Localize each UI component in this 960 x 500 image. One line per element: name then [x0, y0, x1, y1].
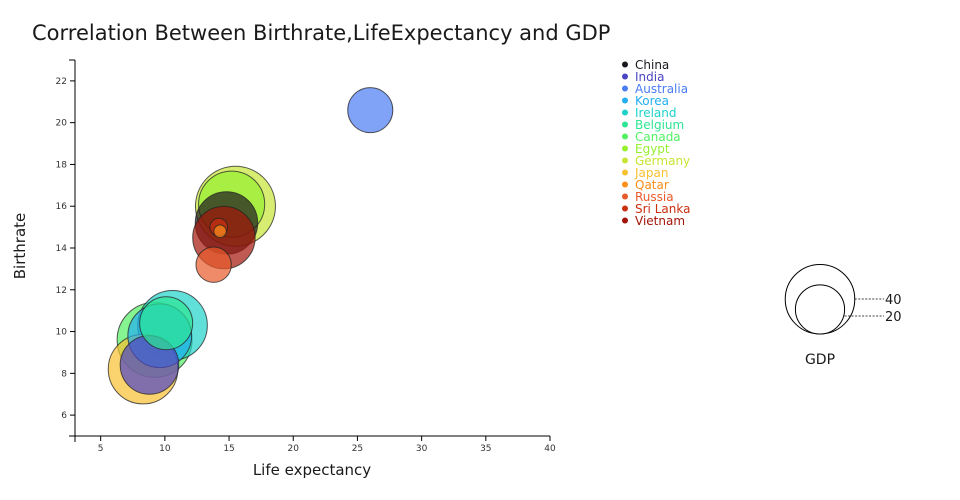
legend-label: Sri Lanka: [635, 202, 690, 216]
y-axis-title: Birthrate: [11, 213, 29, 279]
legend-item-korea[interactable]: Korea: [622, 94, 669, 108]
bubble-russia[interactable]: [195, 246, 232, 283]
legend-item-sri-lanka[interactable]: Sri Lanka: [622, 202, 690, 216]
x-tick-label: 40: [544, 444, 556, 454]
legend-marker: [622, 193, 628, 200]
y-tick-label: 16: [56, 202, 68, 212]
legend-marker: [622, 145, 628, 152]
axes: 5 10 15 20 25 30 35 40 6 8 10 12 14 16 18 20 22: [56, 59, 556, 454]
gdp-size-legend-title: GDP: [805, 352, 835, 368]
legend-label: Germany: [635, 154, 690, 168]
legend-item-russia[interactable]: Russia: [622, 190, 674, 204]
y-ticks: 6 8 10 12 14 16 18 20 22: [56, 77, 75, 421]
legend-item-india[interactable]: India: [622, 70, 664, 84]
x-tick-label: 30: [416, 444, 428, 454]
legend-item-canada[interactable]: Canada: [622, 130, 681, 144]
legend-label: Ireland: [635, 106, 677, 120]
legend-label: India: [635, 70, 664, 84]
chart-title: Correlation Between Birthrate,LifeExpect…: [32, 21, 610, 45]
gdp-size-legend: 40 20 GDP: [784, 263, 902, 368]
x-tick-label: 5: [98, 444, 104, 454]
y-tick-label: 8: [61, 369, 67, 379]
legend-label: Russia: [635, 190, 674, 204]
legend-item-ireland[interactable]: Ireland: [622, 106, 677, 120]
x-tick-label: 15: [223, 444, 234, 454]
legend-marker: [622, 169, 628, 176]
legend-marker: [622, 97, 628, 104]
legend-label: Egypt: [635, 142, 670, 156]
x-ticks: 5 10 15 20 25 30 35 40: [98, 436, 556, 454]
legend: ChinaIndiaAustraliaKoreaIrelandBelgiumCa…: [622, 58, 690, 228]
y-tick-label: 12: [56, 286, 67, 296]
legend-item-japan[interactable]: Japan: [622, 166, 668, 180]
legend-label: Vietnam: [635, 214, 685, 228]
legend-marker: [622, 109, 628, 116]
legend-marker: [622, 73, 628, 80]
y-tick-label: 14: [56, 244, 68, 254]
y-tick-label: 18: [56, 160, 68, 170]
y-tick-label: 10: [56, 328, 68, 338]
legend-item-vietnam[interactable]: Vietnam: [622, 214, 685, 228]
legend-label: Australia: [635, 82, 688, 96]
gdp-size-label-large: 40: [885, 293, 902, 308]
legend-marker: [622, 133, 628, 140]
bubble-australia[interactable]: [347, 87, 394, 134]
legend-label: Belgium: [635, 118, 684, 132]
legend-marker: [622, 205, 628, 212]
legend-item-australia[interactable]: Australia: [622, 82, 688, 96]
legend-item-qatar[interactable]: Qatar: [622, 178, 669, 192]
y-tick-label: 6: [61, 411, 67, 421]
gdp-size-circle-small: [794, 284, 846, 335]
legend-label: Qatar: [635, 178, 669, 192]
legend-marker: [622, 61, 628, 68]
bubbles-layer: [107, 87, 394, 405]
x-tick-label: 10: [159, 444, 171, 454]
gdp-size-label-small: 20: [885, 310, 902, 325]
legend-marker: [622, 157, 628, 164]
legend-item-china[interactable]: China: [622, 58, 669, 72]
legend-item-belgium[interactable]: Belgium: [622, 118, 684, 132]
legend-item-germany[interactable]: Germany: [622, 154, 690, 168]
x-tick-label: 25: [352, 444, 363, 454]
legend-label: Canada: [635, 130, 681, 144]
legend-label: Korea: [635, 94, 669, 108]
gdp-size-circle-large: [784, 263, 856, 335]
x-tick-label: 35: [480, 444, 491, 454]
bubble-belgium[interactable]: [139, 296, 194, 351]
y-tick-label: 20: [56, 119, 68, 129]
x-tick-label: 20: [288, 444, 300, 454]
legend-marker: [622, 217, 628, 224]
legend-item-egypt[interactable]: Egypt: [622, 142, 670, 156]
legend-marker: [622, 181, 628, 188]
legend-label: Japan: [634, 166, 668, 180]
legend-marker: [622, 121, 628, 128]
y-tick-label: 22: [56, 77, 67, 87]
bubble-qatar[interactable]: [213, 224, 227, 239]
legend-label: China: [635, 58, 669, 72]
x-axis-title: Life expectancy: [253, 461, 371, 479]
legend-marker: [622, 85, 628, 92]
plot-area: [107, 87, 394, 405]
